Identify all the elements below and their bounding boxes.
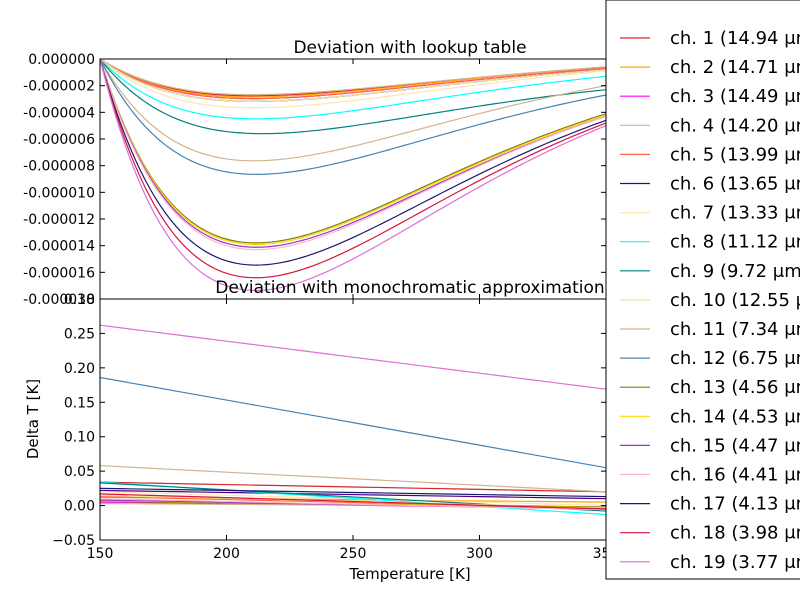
legend-label-ch17: ch. 17 (4.13 μm) [670,494,800,515]
legend-label-ch7: ch. 7 (13.33 μm) [670,203,800,224]
legend-label-ch16: ch. 16 (4.41 μm) [670,465,800,486]
bottom-title: Deviation with monochromatic approximati… [215,278,604,298]
legend: ch. 1 (14.94 μm) ch. 2 (14.71 μm) ch. 3 (1… [606,0,800,579]
bottom-y-tick-label: 0.05 [64,464,95,480]
legend-label-ch1: ch. 1 (14.94 μm) [670,28,800,49]
top-y-tick-label: -0.000010 [23,185,95,201]
legend-label-ch11: ch. 11 (7.34 μm) [670,319,800,340]
legend-label-ch15: ch. 15 (4.47 μm) [670,435,800,456]
legend-label-ch14: ch. 14 (4.53 μm) [670,406,800,427]
top-y-tick-label: -0.000006 [23,132,95,148]
top-y-tick-label: -0.000002 [23,79,95,95]
x-axis-label: Temperature [K] [348,565,470,583]
bottom-x-tick-label: 300 [466,546,493,562]
bottom-x-tick-label: 200 [213,546,240,562]
legend-label-ch18: ch. 18 (3.98 μm) [670,523,800,544]
legend-label-ch3: ch. 3 (14.49 μm) [670,86,800,107]
legend-label-ch2: ch. 2 (14.71 μm) [670,57,800,78]
bottom-y-tick-label: 0.10 [64,430,95,446]
legend-label-ch10: ch. 10 (12.55 μm) [670,290,800,311]
top-y-tick-label: -0.000004 [23,105,95,121]
legend-label-ch12: ch. 12 (6.75 μm) [670,348,800,369]
bottom-y-tick-label: 0.25 [64,326,95,342]
bottom-y-tick-label: 0.15 [64,395,95,411]
top-y-tick-label: 0.000000 [28,52,95,68]
legend-label-ch9: ch. 9 (9.72 μm) [670,261,800,282]
bottom-y-tick-label: 0.20 [64,361,95,377]
bottom-y-tick-label: 0.00 [64,499,95,515]
top-title: Deviation with lookup table [293,38,526,58]
bottom-panel: −0.050.000.050.100.150.200.250.30 150 200… [24,278,619,583]
bottom-y-tick-label: 0.30 [64,292,95,308]
top-y-tick-label: -0.000014 [23,239,95,255]
bottom-x-tick-label: 150 [87,546,114,562]
legend-label-ch4: ch. 4 (14.20 μm) [670,115,800,136]
bottom-x-tick-label: 250 [340,546,367,562]
legend-label-ch13: ch. 13 (4.56 μm) [670,377,800,398]
legend-label-ch19: ch. 19 (3.77 μm) [670,552,800,573]
legend-label-ch5: ch. 5 (13.99 μm) [670,144,800,165]
y-axis-label: Delta T [K] [24,379,42,459]
legend-label-ch8: ch. 8 (11.12 μm) [670,232,800,253]
legend-label-ch6: ch. 6 (13.65 μm) [670,174,800,195]
top-y-tick-label: -0.000016 [23,265,95,281]
top-panel: 0.000000 -0.000002 -0.000004 -0.000006 -0.00… [23,38,606,308]
top-y-tick-label: -0.000012 [23,212,95,228]
top-y-tick-label: -0.000008 [23,159,95,175]
